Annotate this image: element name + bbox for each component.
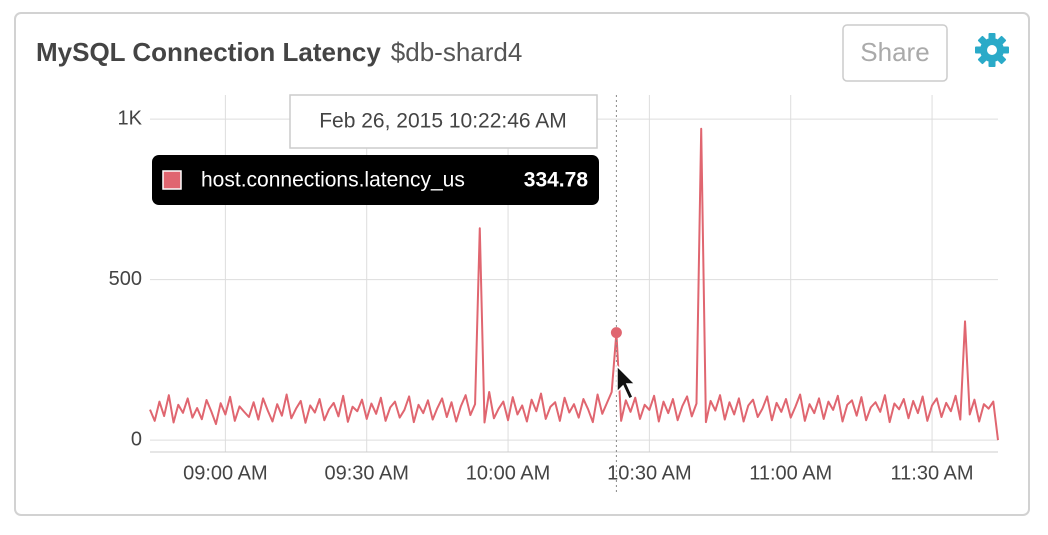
y-tick-label: 1K <box>118 107 143 129</box>
tooltip-box <box>152 155 599 205</box>
y-tick-label: 0 <box>131 428 142 450</box>
tooltip-value: 334.78 <box>524 169 589 192</box>
y-tick-label: 500 <box>109 268 142 290</box>
title: MySQL Connection Latency <box>36 37 381 67</box>
x-tick-label: 10:00 AM <box>466 462 551 484</box>
share-button-box[interactable] <box>842 24 948 82</box>
tooltip-series-name: host.connections.latency_us <box>201 169 465 192</box>
share-label[interactable]: Share <box>860 37 929 67</box>
tooltip-swatch <box>162 170 182 190</box>
share-button[interactable]: Share <box>842 24 948 82</box>
template-variable[interactable]: $db-shard4 <box>391 37 523 67</box>
gear-hole[interactable] <box>987 45 997 55</box>
card <box>14 12 1030 516</box>
widget-title: MySQL Connection Latency $db-shard4 <box>36 37 522 67</box>
x-tick-label: 11:30 AM <box>891 462 974 484</box>
tooltip-time: Feb 26, 2015 10:22:46 AM <box>319 110 567 133</box>
x-tick-label: 09:30 AM <box>324 462 409 484</box>
tooltip-time-box <box>289 94 598 149</box>
x-tick-label: 10:30 AM <box>607 462 692 484</box>
x-tick-label: 11:00 AM <box>749 462 832 484</box>
mouse-cursor <box>616 364 637 401</box>
x-tick-label: 09:00 AM <box>183 462 268 484</box>
plot: 09:00 AM 09:30 AM 10:00 AM 10:30 AM 11:00 AM… <box>109 94 999 492</box>
settings-gear[interactable] <box>975 33 1009 67</box>
hover-point <box>610 327 622 339</box>
series-line <box>149 127 999 441</box>
